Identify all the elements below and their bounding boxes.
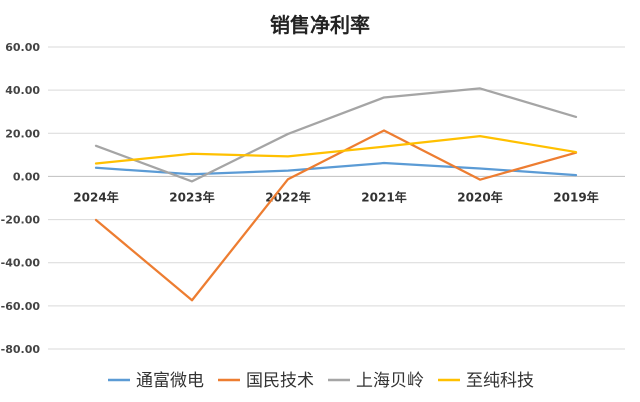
- series-line: [94, 134, 578, 165]
- y-axis-ticks: 60.00 40.00 20.00 0.00 -20.00 -40.00 -60.00 -80…: [1, 41, 41, 356]
- x-tick-label: 2023年: [169, 189, 214, 204]
- x-axis-ticks: 2024年 2023年 2022年 2021年 2020年 2019年: [73, 189, 598, 204]
- series-lines: [94, 87, 578, 302]
- y-tick-label: 20.00: [5, 127, 40, 140]
- y-tick-label: -40.00: [1, 257, 41, 270]
- x-tick-label: 2019年: [553, 189, 598, 204]
- y-tick-label: 40.00: [5, 84, 40, 97]
- y-tick-label: -60.00: [1, 300, 41, 313]
- x-tick-label: 2024年: [73, 189, 118, 204]
- y-tick-label: 60.00: [5, 41, 40, 54]
- chart-title: 销售净利率: [270, 13, 370, 37]
- legend-label: 国民技术: [246, 371, 314, 391]
- y-tick-label: -20.00: [1, 214, 41, 227]
- legend-label: 至纯科技: [466, 371, 534, 391]
- x-tick-label: 2021年: [361, 189, 406, 204]
- x-tick-label: 2020年: [457, 189, 502, 204]
- series-line: [94, 87, 578, 183]
- series-line: [94, 129, 578, 302]
- legend-label: 上海贝岭: [356, 371, 424, 391]
- legend-label: 通富微电: [136, 371, 204, 391]
- x-tick-label: 2022年: [265, 189, 310, 204]
- series-line: [94, 161, 578, 177]
- legend: 通富微电 国民技术 上海贝岭 至纯科技: [108, 371, 534, 391]
- y-tick-label: -80.00: [1, 343, 41, 356]
- gridlines: [48, 46, 625, 350]
- y-tick-label: 0.00: [13, 170, 40, 183]
